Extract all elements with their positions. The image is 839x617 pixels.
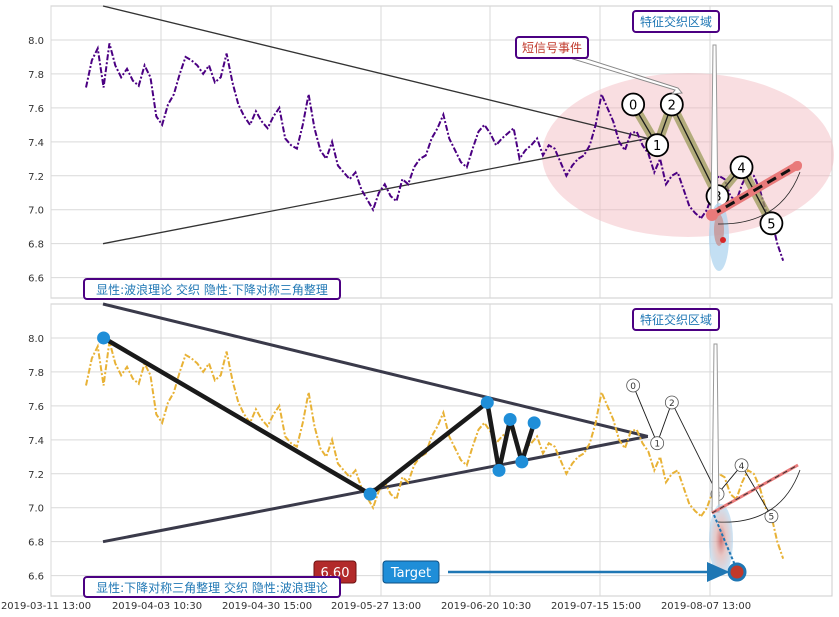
triangle-point: [515, 455, 529, 469]
y-tick-label: 6.8: [28, 538, 44, 549]
y-tick-label: 7.4: [28, 436, 44, 447]
signal-event-label: 短信号事件: [522, 41, 582, 55]
x-tick-label: 2019-04-03 10:30: [112, 601, 202, 612]
y-tick-label: 7.8: [28, 368, 44, 379]
y-tick-label: 7.4: [28, 138, 44, 149]
y-tick-label: 8.0: [28, 36, 44, 47]
y-tick-label: 7.0: [28, 206, 44, 217]
bottom-gridlines: [50, 304, 832, 596]
top-feature-zone-label-box: [632, 10, 720, 33]
wave-line: [632, 385, 772, 517]
wave-point-label: 1: [653, 139, 661, 154]
price-line: [85, 341, 702, 517]
wave-point-circle: [650, 436, 665, 451]
x-tick-label: 2019-06-20 10:30: [441, 601, 531, 612]
top-projection-dot: [720, 237, 726, 243]
wave-point-label: 4: [737, 161, 745, 176]
triangle-point: [527, 416, 541, 430]
x-tick-label: 2019-04-30 15:00: [222, 601, 312, 612]
wave-point-label: 2: [669, 399, 675, 409]
top-y-tick-labels: 8.0 7.8 7.6 7.4 7.2 7.0 6.8 6.6: [28, 36, 44, 285]
wave-point-label: 0: [630, 382, 636, 392]
wave-point-label: 1: [654, 440, 660, 450]
x-tick-label: 2019-05-27 13:00: [331, 601, 421, 612]
top-breakout-start: [706, 209, 718, 221]
wave-point-circle: [626, 378, 641, 393]
y-tick-label: 6.8: [28, 240, 44, 251]
wave-point-label: 5: [767, 217, 775, 232]
y-tick-label: 7.6: [28, 104, 44, 115]
triangle-point: [503, 412, 517, 426]
top-plot-area: [50, 5, 833, 299]
y-tick-label: 8.0: [28, 334, 44, 345]
wave-point-circle: [621, 92, 646, 117]
bottom-y-tick-labels: 8.0 7.8 7.6 7.4 7.2 7.0 6.8 6.6: [28, 334, 44, 583]
target-marker: [727, 562, 747, 582]
y-tick-label: 7.2: [28, 172, 44, 183]
top-legend-note: 显性:波浪理论 交织 隐性:下降对称三角整理: [96, 282, 328, 297]
bottom-breakout-line: [711, 464, 799, 514]
top-gridlines: [50, 6, 832, 298]
top-projection-arc: [717, 171, 801, 225]
bottom-legend-note: 显性:下降对称三角整理 交织 隐性:波浪理论: [96, 580, 328, 595]
wave-point-label: 2: [668, 98, 676, 113]
wave-point-circle: [664, 395, 679, 410]
trendline: [102, 302, 649, 438]
wave-point-circle: [729, 155, 754, 180]
bottom-projection-arc: [717, 469, 801, 523]
triangle-point: [97, 331, 111, 345]
y-tick-label: 7.2: [28, 470, 44, 481]
triangle-zigzag: [97, 331, 541, 501]
x-tick-label: 2019-07-15 15:00: [551, 601, 641, 612]
bottom-plot-area: [50, 303, 833, 597]
bottom-legend-note-box: [83, 576, 341, 598]
y-tick-label: 6.6: [28, 274, 44, 285]
triangle-point: [363, 487, 377, 501]
top-feature-zone-label: 特征交织区域: [640, 14, 712, 29]
triangle-point: [480, 395, 494, 409]
trendline: [102, 5, 648, 140]
y-tick-label: 7.6: [28, 402, 44, 413]
wave-point-circle: [759, 211, 784, 236]
top-breakout-line: [711, 163, 799, 217]
target-label-box: [382, 560, 440, 584]
bottom-projection-glow: [709, 504, 733, 576]
top-breakout-end: [792, 161, 802, 171]
bottom-feature-zone-label: 特征交织区域: [640, 312, 712, 327]
wave-point-label: 4: [739, 462, 745, 472]
x-tick-label: 2019-03-11 13:00: [1, 601, 91, 612]
wave-point-label: 0: [629, 98, 637, 113]
top-wave-overlay: 012345: [621, 92, 784, 236]
y-tick-label: 7.0: [28, 504, 44, 515]
wave-point-circle: [645, 133, 670, 158]
top-legend-note-box: [83, 278, 341, 300]
wave-point-label: 5: [769, 513, 775, 523]
top-panel: 8.07.87.67.47.27.06.86.6 012345 短信号事件 特征…: [28, 5, 834, 300]
x-tick-labels: 2019-03-11 13:00 2019-04-03 10:30 2019-04-…: [1, 601, 751, 612]
y-tick-label: 6.6: [28, 572, 44, 583]
price-line: [85, 43, 702, 219]
feature-zone-ellipse: [542, 73, 834, 237]
x-tick-label: 2019-08-07 13:00: [661, 601, 751, 612]
target-label: Target: [390, 566, 431, 581]
signal-event-label-box: [515, 36, 589, 59]
wave-point-circle: [734, 458, 749, 473]
y-tick-label: 7.8: [28, 70, 44, 81]
triangle-point: [492, 463, 506, 477]
bottom-panel: 8.0 7.8 7.6 7.4 7.2 7.0 6.8 6.6 2019-03-11 13:0…: [1, 302, 833, 612]
bottom-feature-zone-label-box: [632, 308, 720, 331]
